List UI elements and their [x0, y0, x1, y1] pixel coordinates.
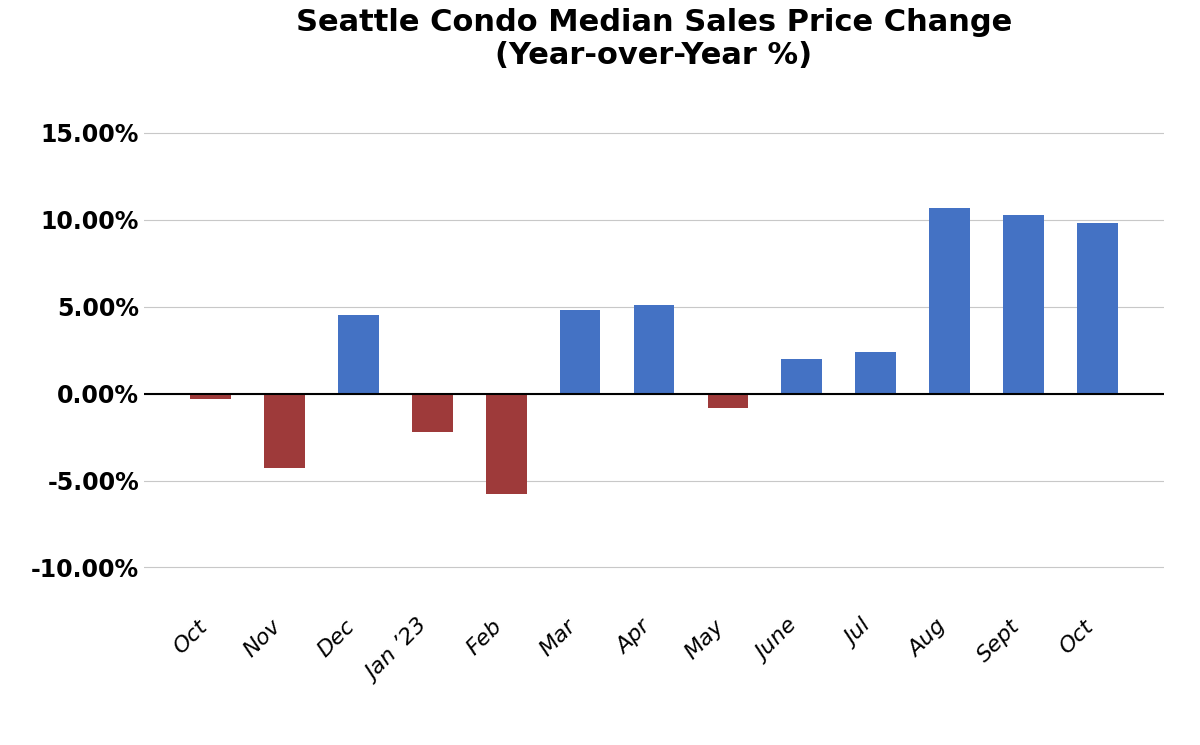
Bar: [486, 393, 527, 495]
Bar: [1003, 215, 1044, 393]
Bar: [929, 208, 970, 393]
Bar: [1076, 224, 1117, 393]
Bar: [856, 352, 896, 393]
Bar: [191, 393, 232, 399]
Bar: [634, 305, 674, 393]
Bar: [781, 359, 822, 393]
Bar: [338, 315, 379, 393]
Title: Seattle Condo Median Sales Price Change
(Year-over-Year %): Seattle Condo Median Sales Price Change …: [296, 7, 1012, 70]
Bar: [264, 393, 305, 469]
Bar: [412, 393, 452, 432]
Bar: [708, 393, 749, 408]
Bar: [559, 310, 600, 393]
